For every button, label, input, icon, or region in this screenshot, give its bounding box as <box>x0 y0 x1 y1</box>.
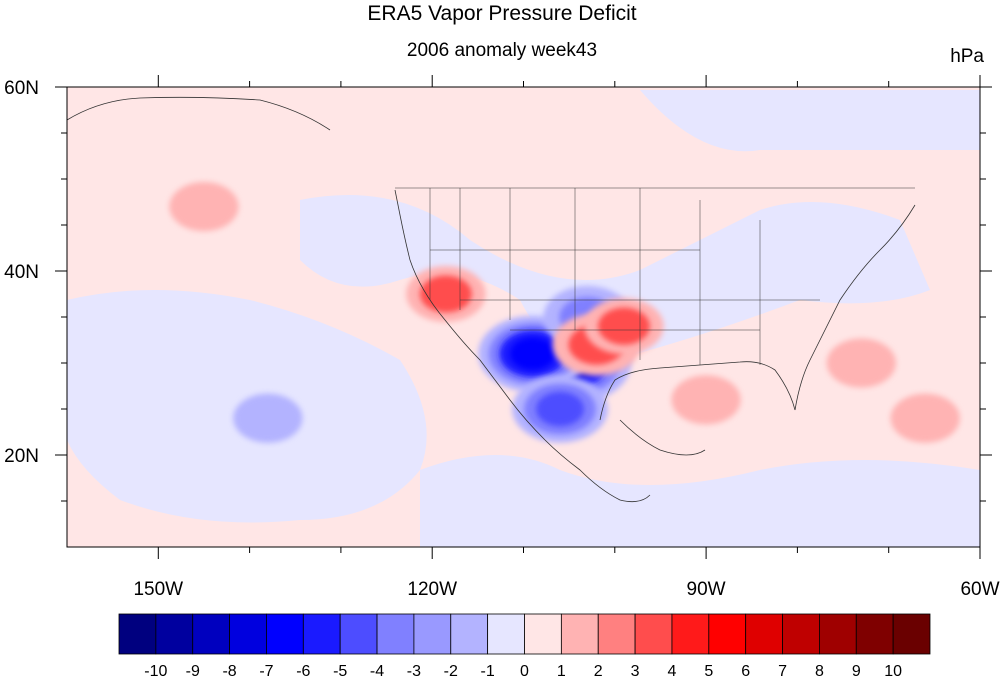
colorbar-label-3: -7 <box>259 663 273 680</box>
colorbar-label-19: 9 <box>852 663 861 680</box>
anomaly-blob-6-level-1 <box>598 307 650 345</box>
west-coast <box>394 189 546 441</box>
anomaly-blob-9-level-1 <box>671 375 741 425</box>
colorbar-box-18 <box>782 613 820 655</box>
colorbar-box-14 <box>634 613 673 655</box>
colorbar-label-6: -4 <box>370 663 384 680</box>
colorbar-label-16: 6 <box>741 663 750 680</box>
anomaly-blob-8-level-1 <box>826 338 896 388</box>
y-tick-label-1: 40N <box>4 262 39 283</box>
colorbar-label-17: 7 <box>778 663 787 680</box>
anomaly-blob-1-level-1 <box>510 337 556 371</box>
colorbar-box-12 <box>560 613 599 655</box>
y-tick-label-2: 60N <box>4 78 39 99</box>
anomaly-blob-2-level-1 <box>536 391 584 427</box>
colorbar-label-20: 10 <box>884 663 902 680</box>
colorbar-box-21 <box>892 613 931 655</box>
colorbar-box-13 <box>597 613 636 655</box>
colorbar-box-17 <box>745 613 783 655</box>
axes: 150W 120W 90W 60W 20N 40N 60N <box>4 75 1000 600</box>
colorbar-label-7: -3 <box>407 663 421 680</box>
alaska-coast <box>67 96 331 131</box>
colorbar-box-16 <box>708 613 747 655</box>
colorbar-label-10: 0 <box>520 663 529 680</box>
x-tick-label-3: 60W <box>960 579 999 600</box>
colorbar-box-11 <box>524 613 562 655</box>
colorbar-label-0: -10 <box>144 663 167 680</box>
colorbar-box-2 <box>192 613 230 655</box>
chart-subtitle: 2006 anomaly week43 <box>406 40 598 61</box>
colorbar-label-2: -8 <box>222 663 236 680</box>
x-tick-label-2: 90W <box>687 579 726 600</box>
anomaly-blob-7-level-1 <box>420 275 472 313</box>
state-borders <box>395 187 915 365</box>
colorbar-label-4: -6 <box>296 663 310 680</box>
colorbar-label-1: -9 <box>186 663 200 680</box>
colorbar: -10 -9 -8 -7 -6 -5 -4 -3 -2 -1 0 1 2 3 4 5 6 7 8 9 10 <box>118 613 931 680</box>
colorbar-label-8: -2 <box>444 663 458 680</box>
anomaly-blob-11-level-1 <box>890 393 960 443</box>
colorbar-label-5: -5 <box>333 663 347 680</box>
colorbar-box-1 <box>155 613 194 655</box>
y-tick-label-0: 20N <box>4 446 39 467</box>
colorbar-box-20 <box>855 613 894 655</box>
east-coast <box>794 204 916 411</box>
region-north-neg <box>67 90 980 152</box>
anomaly-blob-10-level-1 <box>169 182 239 232</box>
colorbar-box-15 <box>671 613 710 655</box>
chart-title: ERA5 Vapor Pressure Deficit <box>367 2 637 25</box>
colorbar-label-14: 4 <box>668 663 677 680</box>
region-conus-neg <box>300 195 930 359</box>
mexico-pacific-coast <box>544 439 651 503</box>
x-tick-label-0: 150W <box>133 579 183 600</box>
colorbar-label-13: 3 <box>631 663 640 680</box>
colorbar-label-9: -1 <box>481 663 495 680</box>
colorbar-label-12: 2 <box>594 663 603 680</box>
colorbar-label-15: 5 <box>704 663 713 680</box>
x-tick-label-1: 120W <box>407 579 457 600</box>
colorbar-box-5 <box>302 613 341 655</box>
colorbar-box-6 <box>339 613 378 655</box>
colorbar-box-19 <box>819 613 857 655</box>
colorbar-box-0 <box>118 613 157 655</box>
colorbar-label-18: 8 <box>815 663 824 680</box>
colorbar-box-9 <box>450 613 489 655</box>
colorbar-box-3 <box>229 613 267 655</box>
colorbar-box-4 <box>266 613 304 655</box>
units-label: hPa <box>950 46 984 67</box>
colorbar-label-11: 1 <box>557 663 566 680</box>
anomaly-blob-4-level-1 <box>233 393 303 443</box>
colorbar-box-7 <box>376 613 415 655</box>
region-south-neg <box>420 455 980 547</box>
colorbar-box-10 <box>487 613 525 655</box>
anomaly-blobs <box>169 182 960 443</box>
colorbar-box-8 <box>413 613 452 655</box>
yucatan-coast <box>619 419 706 456</box>
